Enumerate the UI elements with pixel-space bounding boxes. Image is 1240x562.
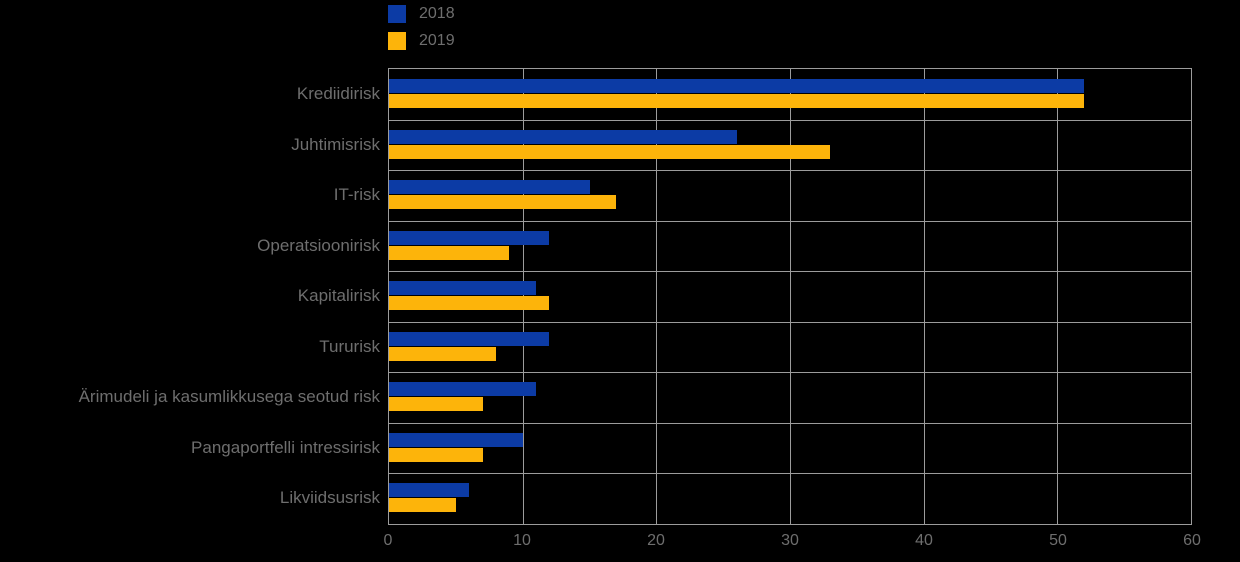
bar-2018-2 — [389, 130, 737, 144]
legend-item-2019: 2019 — [388, 32, 455, 50]
gridline-x-40 — [924, 69, 925, 524]
category-label: Likviidsusrisk — [279, 488, 380, 507]
x-tick-label-0: 0 — [383, 532, 393, 549]
category-separator — [389, 271, 1191, 272]
legend-label-2019: 2019 — [419, 32, 455, 49]
category-label: Juhtimisrisk — [291, 135, 380, 154]
category-label: Kapitalirisk — [297, 286, 380, 305]
bar-2018-4 — [389, 231, 549, 245]
bar-2018-9 — [389, 483, 469, 497]
x-tick-label-30: 30 — [781, 532, 799, 549]
x-tick-label-50: 50 — [1049, 532, 1067, 549]
x-tick-label-60: 60 — [1183, 532, 1201, 549]
bar-2018-7 — [389, 382, 536, 396]
gridline-x-20 — [656, 69, 657, 524]
x-tick-label-20: 20 — [647, 532, 665, 549]
x-tick-label-40: 40 — [915, 532, 933, 549]
gridline-x-50 — [1057, 69, 1058, 524]
category-separator — [389, 170, 1191, 171]
category-separator — [389, 423, 1191, 424]
bar-2019-2 — [389, 145, 830, 159]
category-label: Operatsioonirisk — [257, 236, 380, 255]
bar-2019-3 — [389, 195, 616, 209]
bar-2019-4 — [389, 246, 509, 260]
bar-2019-6 — [389, 347, 496, 361]
category-separator — [389, 322, 1191, 323]
category-separator — [389, 221, 1191, 222]
bar-2018-3 — [389, 180, 590, 194]
bar-2018-1 — [389, 79, 1084, 93]
category-separator — [389, 372, 1191, 373]
category-label: Krediidirisk — [296, 84, 380, 103]
value-axis-labels: 0 10 20 30 40 50 60 — [0, 531, 1240, 553]
category-label: Ärimudeli ja kasumlikkusega seotud risk — [78, 387, 380, 406]
legend: 2018 2019 — [388, 5, 455, 50]
category-label: IT-risk — [333, 185, 380, 204]
category-separator — [389, 473, 1191, 474]
category-label: Pangaportfelli intressirisk — [191, 438, 380, 457]
category-label: Tururisk — [319, 337, 380, 356]
bar-2019-7 — [389, 397, 483, 411]
bar-2018-8 — [389, 433, 523, 447]
x-tick-label-10: 10 — [513, 532, 531, 549]
legend-item-2018: 2018 — [388, 5, 455, 23]
bar-2018-6 — [389, 332, 549, 346]
legend-label-2018: 2018 — [419, 5, 455, 22]
category-separator — [389, 120, 1191, 121]
gridline-x-30 — [790, 69, 791, 524]
bar-2019-5 — [389, 296, 549, 310]
legend-swatch-2018-icon — [388, 5, 406, 23]
bar-2019-9 — [389, 498, 456, 512]
bar-2018-5 — [389, 281, 536, 295]
category-axis-labels: Krediidirisk Juhtimisrisk IT-risk Operatsio… — [0, 68, 380, 525]
bar-2019-8 — [389, 448, 483, 462]
plot-area — [388, 68, 1192, 525]
legend-swatch-2019-icon — [388, 32, 406, 50]
bar-2019-1 — [389, 94, 1084, 108]
